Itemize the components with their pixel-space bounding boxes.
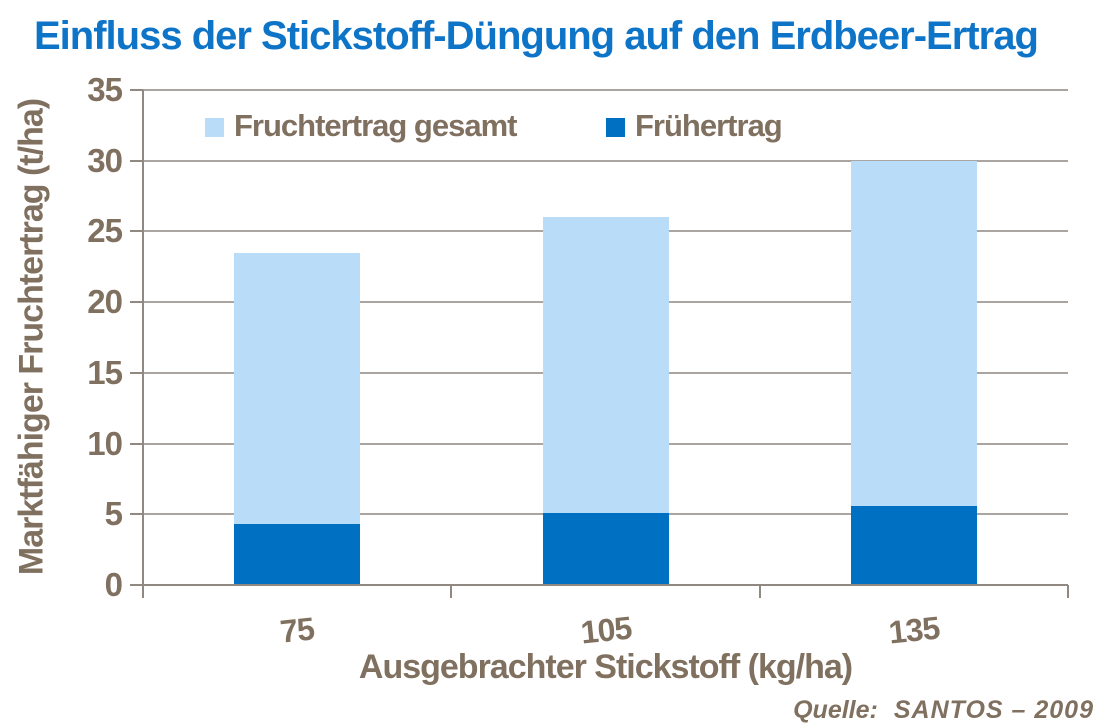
source-label: Quelle: bbox=[793, 696, 878, 724]
y-tick-label: 30 bbox=[87, 141, 123, 179]
bar-early-segment bbox=[850, 505, 977, 585]
y-tick-label: 20 bbox=[87, 283, 123, 321]
x-axis-line bbox=[143, 584, 1068, 586]
legend-item-label: Fruchtertrag gesamt bbox=[234, 108, 517, 143]
bar-early-segment bbox=[234, 524, 361, 585]
y-tick-label: 15 bbox=[87, 353, 123, 391]
legend-item-label: Frühertrag bbox=[635, 108, 783, 143]
legend-swatch-light-icon bbox=[205, 118, 224, 137]
x-tick-mark bbox=[1067, 585, 1069, 598]
legend-swatch-dark-icon bbox=[606, 118, 625, 137]
gridline bbox=[143, 159, 1068, 162]
y-tick-label: 35 bbox=[87, 71, 123, 108]
x-tick-mark bbox=[450, 585, 453, 598]
y-tick-mark bbox=[130, 371, 143, 374]
y-tick-mark bbox=[130, 584, 143, 586]
gridline bbox=[143, 89, 1068, 91]
y-tick-mark bbox=[130, 89, 143, 91]
legend-item-fruchtertrag-gesamt: Fruchtertrag gesamt bbox=[205, 108, 517, 144]
y-tick-mark bbox=[130, 513, 143, 516]
legend: Fruchtertrag gesamt Frühertrag bbox=[0, 108, 1110, 152]
y-tick-mark bbox=[130, 442, 143, 445]
y-tick-label: 10 bbox=[87, 424, 123, 462]
y-tick-mark bbox=[130, 230, 143, 233]
y-tick-mark bbox=[130, 301, 143, 304]
x-tick-mark bbox=[758, 585, 761, 598]
y-tick-label: 5 bbox=[104, 495, 123, 533]
y-axis-line bbox=[142, 90, 144, 597]
x-axis-title: Ausgebrachter Stickstoff (kg/ha) bbox=[358, 648, 853, 686]
y-tick-mark bbox=[130, 159, 143, 162]
y-tick-label: 25 bbox=[87, 212, 123, 250]
source-note: Quelle: SANTOS – 2009 bbox=[793, 696, 1094, 725]
legend-item-fruehertrag: Frühertrag bbox=[606, 108, 783, 144]
bar-early-segment bbox=[542, 512, 669, 585]
y-tick-label: 0 bbox=[104, 566, 123, 603]
source-text: SANTOS – 2009 bbox=[893, 696, 1094, 724]
chart-title: Einfluss der Stickstoff-Düngung auf den … bbox=[34, 14, 1039, 58]
